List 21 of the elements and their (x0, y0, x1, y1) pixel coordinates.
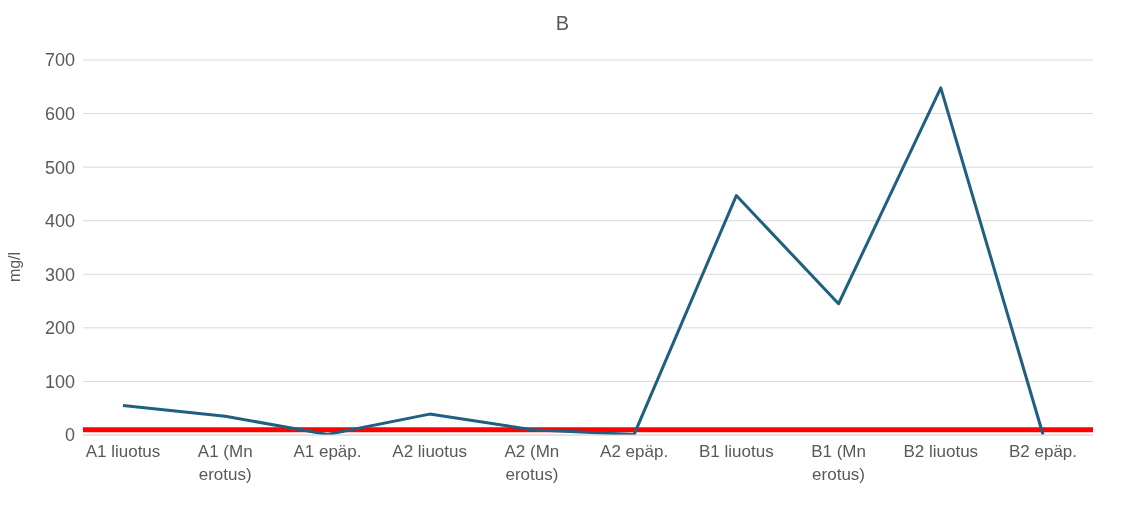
x-tick-label: B2 epäp. (1008, 442, 1078, 461)
y-tick-label: 500 (44, 157, 75, 178)
x-tick-label: A2 (Mn erotus) (504, 442, 560, 484)
x-tick-label: A1 (Mn erotus) (197, 442, 253, 484)
x-tick-label: A1 liuotus (85, 442, 161, 461)
x-tick-label: A2 liuotus (392, 442, 467, 461)
y-tick-label: 0 (64, 425, 75, 446)
line-series (121, 86, 1045, 435)
x-tick-label: B1 liuotus (699, 442, 774, 461)
x-tick-label: A1 epäp. (293, 442, 362, 461)
y-tick-label: 600 (44, 103, 75, 124)
x-tick-label: A2 epäp. (600, 442, 669, 461)
y-tick-label: 100 (44, 371, 75, 392)
y-tick-label: 300 (44, 264, 75, 285)
y-tick-label: 400 (44, 211, 75, 232)
y-tick-label: 700 (44, 50, 75, 71)
chart-title: B (554, 12, 571, 35)
y-axis-title: mg/l (6, 251, 25, 283)
x-tick-label: B2 liuotus (903, 442, 979, 461)
y-tick-label: 200 (44, 318, 75, 339)
x-tick-label: B1 (Mn erotus) (811, 442, 866, 484)
